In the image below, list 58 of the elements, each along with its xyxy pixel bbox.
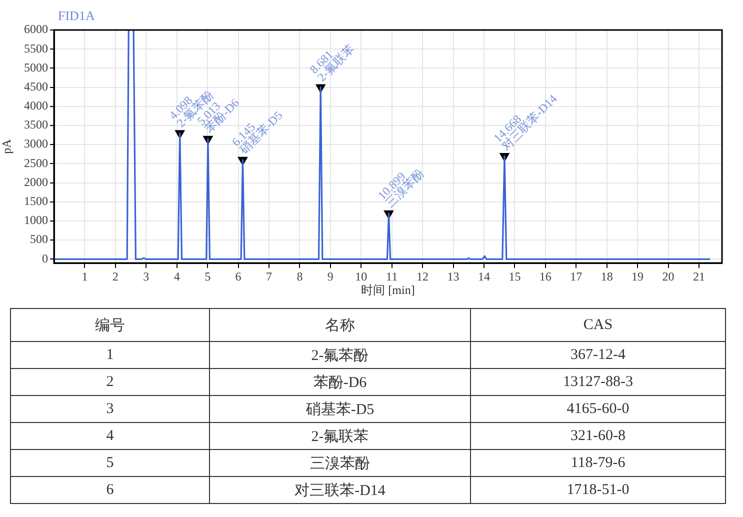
x-tick-label: 2 (112, 269, 118, 284)
text: 13127-88-3 (470, 368, 726, 396)
text: 硝基苯-D5 (210, 396, 470, 422)
y-tick-label: 6000 (24, 22, 48, 36)
text: 2-氟联苯 (210, 422, 470, 450)
y-tick-label: 1500 (24, 194, 48, 208)
text: 367-12-4 (470, 342, 726, 368)
text: 三溴苯酚 (210, 450, 470, 476)
y-tick-label: 1000 (24, 213, 48, 228)
x-tick-label: 5 (204, 269, 211, 284)
x-tick-label: 4 (174, 269, 180, 284)
text: 1718-51-0 (470, 476, 726, 504)
x-tick-label: 8 (296, 269, 303, 284)
y-tick-label: 0 (42, 251, 48, 266)
y-tick-label: 5000 (24, 60, 48, 74)
x-tick-label: 16 (539, 269, 552, 284)
y-axis-title: pA (0, 138, 14, 154)
x-tick-label: 21 (692, 269, 705, 284)
y-tick-label: 2000 (24, 174, 48, 189)
text: 编号 (10, 308, 210, 342)
x-tick-label: 11 (386, 269, 398, 284)
x-tick-label: 15 (508, 269, 521, 284)
text: 对三联苯-D14 (210, 476, 470, 504)
text: 4165-60-0 (470, 396, 726, 422)
text: 4 (10, 422, 210, 450)
x-tick-label: 19 (632, 269, 644, 284)
x-tick-label: 7 (266, 269, 272, 284)
x-tick-label: 10 (355, 269, 368, 284)
text: 2 (10, 368, 210, 396)
x-tick-label: 13 (447, 269, 460, 284)
text: 118-79-6 (470, 450, 726, 476)
text: 5 (10, 450, 210, 476)
text: 2-氟苯酚 (210, 342, 470, 368)
y-tick-label: 4500 (24, 79, 48, 94)
text: 1 (10, 342, 210, 368)
text: 苯酚-D6 (210, 368, 470, 396)
x-tick-label: 6 (235, 269, 242, 284)
y-tick-label: 3500 (24, 118, 48, 132)
x-tick-label: 20 (662, 269, 674, 284)
x-tick-label: 1 (82, 269, 88, 284)
y-tick-label: 5500 (24, 41, 48, 56)
y-tick-label: 3000 (24, 136, 48, 151)
y-tick-label: 4000 (24, 98, 48, 113)
text: 名称 (210, 308, 470, 342)
x-axis-title: 时间 [min] (361, 282, 415, 297)
y-tick-label: 2500 (24, 156, 48, 170)
y-tick-label: 500 (30, 232, 48, 246)
text: CAS (470, 308, 726, 342)
x-tick-label: 17 (570, 269, 582, 284)
x-tick-label: 3 (143, 269, 150, 284)
x-tick-label: 18 (600, 269, 613, 284)
text: 3 (10, 396, 210, 422)
text: 6 (10, 476, 210, 504)
x-tick-label: 9 (327, 269, 334, 284)
x-tick-label: 12 (416, 269, 429, 284)
x-tick-label: 14 (478, 269, 490, 284)
text: 321-60-8 (470, 422, 726, 450)
chart-title: FID1A (58, 8, 96, 23)
